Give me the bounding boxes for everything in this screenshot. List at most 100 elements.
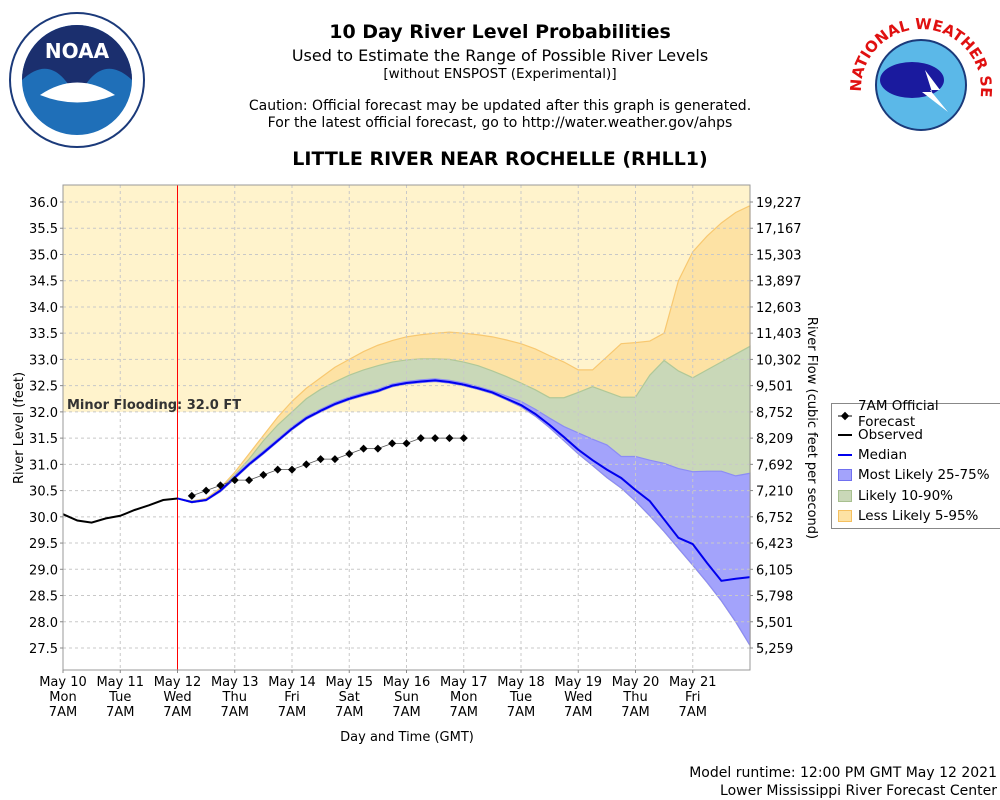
forecast-point	[330, 455, 339, 464]
x-tick-label: 7AM	[679, 705, 707, 720]
station-title: LITTLE RIVER NEAR ROCHELLE (RHLL1)	[292, 148, 708, 170]
median-line	[177, 379, 751, 582]
x-tick-label: May 13	[211, 675, 259, 690]
x-tick-label: Sat	[339, 690, 360, 705]
y-right-tick-label: 6,105	[756, 563, 793, 578]
y-tick-label: 29.0	[29, 563, 58, 578]
swatch-icon	[838, 510, 852, 523]
x-tick-label: 7AM	[335, 705, 363, 720]
y-tick-label: 34.0	[29, 301, 58, 316]
y-right-tick-label: 15,303	[756, 248, 802, 263]
y-right-tick-label: 12,603	[756, 301, 802, 316]
y-tick-label: 34.5	[29, 275, 58, 290]
x-tick-label: Mon	[49, 690, 76, 705]
forecast-point	[345, 449, 354, 458]
y-right-tick-label: 19,227	[756, 196, 802, 211]
forecast-point	[302, 460, 311, 469]
forecast-link-text: For the latest official forecast, go to …	[267, 115, 733, 131]
y-tick-label: 33.0	[29, 353, 58, 368]
x-tick-label: 7AM	[221, 705, 249, 720]
legend-label: Less Likely 5-95%	[858, 508, 979, 525]
forecast-point	[273, 465, 282, 474]
x-tick-label: 7AM	[450, 705, 478, 720]
x-tick-label: May 19	[554, 675, 602, 690]
chart-note: [without ENSPOST (Experimental)]	[383, 66, 617, 82]
forecast-point	[216, 481, 225, 490]
y-right-tick-label: 7,692	[756, 458, 793, 473]
x-tick-label: May 11	[96, 675, 144, 690]
legend-label: Median	[858, 446, 908, 463]
x-tick-label: May 14	[268, 675, 316, 690]
y-tick-label: 32.5	[29, 380, 58, 395]
y-right-tick-label: 5,798	[756, 590, 793, 605]
x-tick-label: May 17	[440, 675, 488, 690]
x-tick-label: Thu	[622, 690, 647, 705]
y-axis-title: River Level (feet)	[12, 372, 27, 484]
forecast-point	[230, 476, 239, 485]
y-tick-label: 32.0	[29, 406, 58, 421]
forecast-point	[187, 491, 196, 500]
diamond-icon	[838, 409, 852, 421]
forecast-point	[402, 439, 411, 448]
y-tick-label: 27.5	[29, 642, 58, 657]
legend-label: Most Likely 25-75%	[858, 467, 990, 484]
forecast-point	[245, 476, 254, 485]
legend-median: Median	[832, 445, 1000, 465]
legend-label: Likely 10-90%	[858, 487, 954, 504]
x-tick-label: Tue	[108, 690, 131, 705]
y-tick-label: 36.0	[29, 196, 58, 211]
chart-subtitle: Used to Estimate the Range of Possible R…	[291, 46, 709, 65]
y-tick-label: 28.5	[29, 590, 58, 605]
y-tick-label: 30.5	[29, 485, 58, 500]
x-tick-label: May 16	[383, 675, 431, 690]
forecast-point	[202, 486, 211, 495]
forecast-point	[316, 455, 325, 464]
y-right-tick-label: 6,752	[756, 511, 793, 526]
y-right-tick-label: 8,209	[756, 432, 793, 447]
line-icon	[838, 453, 852, 456]
x-axis-title: Day and Time (GMT)	[340, 730, 474, 745]
x-tick-label: 7AM	[106, 705, 134, 720]
y-tick-label: 31.0	[29, 458, 58, 473]
y-right-tick-label: 17,167	[756, 222, 802, 237]
x-tick-label: Wed	[163, 690, 191, 705]
x-tick-label: Tue	[509, 690, 532, 705]
forecast-point	[431, 434, 440, 443]
x-tick-label: 7AM	[507, 705, 535, 720]
y-right-tick-label: 5,501	[756, 616, 793, 631]
legend-25-75: Most Likely 25-75%	[832, 465, 1000, 485]
x-tick-label: May 10	[39, 675, 87, 690]
y-right-tick-label: 5,259	[756, 642, 793, 657]
x-tick-label: 7AM	[564, 705, 592, 720]
x-tick-label: Wed	[564, 690, 592, 705]
nws-cloud-icon	[880, 62, 944, 98]
x-tick-label: 7AM	[621, 705, 649, 720]
legend-observed: Observed	[832, 424, 1000, 444]
chart-title: 10 Day River Level Probabilities	[329, 21, 671, 43]
swatch-icon	[838, 489, 852, 502]
caution-text: Caution: Official forecast may be update…	[248, 98, 752, 114]
y-tick-label: 28.0	[29, 616, 58, 631]
flood-stage-label: Minor Flooding: 32.0 FT	[67, 398, 241, 413]
y-right-tick-label: 8,752	[756, 406, 793, 421]
legend-label: 7AM Official Forecast	[858, 398, 939, 431]
x-tick-label: May 12	[154, 675, 202, 690]
x-tick-label: 7AM	[392, 705, 420, 720]
forecast-point	[359, 444, 368, 453]
y-right-tick-label: 6,423	[756, 537, 793, 552]
x-tick-label: Sun	[394, 690, 419, 705]
x-tick-label: Mon	[450, 690, 477, 705]
forecast-point	[388, 439, 397, 448]
y-right-tick-label: 10,302	[756, 353, 802, 368]
x-tick-label: May 20	[612, 675, 660, 690]
noaa-logo: NOAA	[9, 12, 145, 148]
x-tick-label: 7AM	[163, 705, 191, 720]
legend-5-95: Less Likely 5-95%	[832, 506, 1000, 526]
x-tick-label: 7AM	[278, 705, 306, 720]
x-tick-label: Fri	[685, 690, 701, 705]
chart-legend: 7AM Official Forecast Observed Median Mo…	[831, 398, 1000, 529]
forecast-point	[445, 434, 454, 443]
y-right-axis-title: River Flow (cubic feet per second)	[804, 317, 819, 539]
y-tick-label: 31.5	[29, 432, 58, 447]
